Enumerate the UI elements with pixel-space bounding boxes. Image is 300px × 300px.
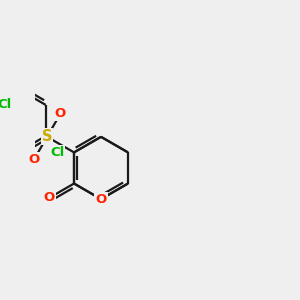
Text: O: O — [28, 153, 40, 166]
Text: O: O — [95, 193, 106, 206]
Text: O: O — [55, 107, 66, 120]
Text: O: O — [44, 191, 55, 204]
Text: Cl: Cl — [0, 98, 12, 111]
Text: S: S — [42, 129, 52, 144]
Text: Cl: Cl — [50, 146, 64, 159]
